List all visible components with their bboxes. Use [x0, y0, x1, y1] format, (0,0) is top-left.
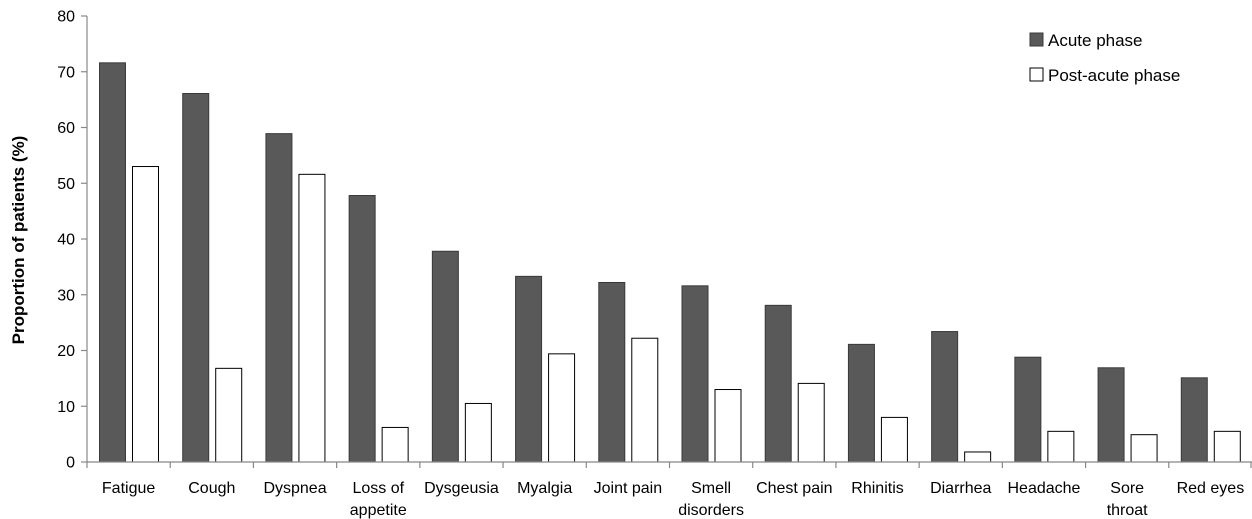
y-axis: 0 10 20 30 40 50 60 70 80	[57, 9, 88, 472]
bar-post-acute-phase	[215, 367, 243, 463]
y-tick-label: 30	[57, 287, 75, 304]
x-tick-label: Diarrhea	[930, 480, 991, 497]
bar-acute-phase	[598, 281, 626, 463]
bar-acute-phase	[1180, 377, 1208, 463]
y-tick-label: 80	[57, 9, 75, 26]
bar-acute-phase	[515, 275, 543, 463]
y-tick-label: 10	[57, 399, 75, 416]
bar-post-acute-phase	[1130, 434, 1158, 463]
bar-acute-phase	[847, 343, 875, 463]
bar-acute-phase	[764, 304, 792, 463]
bar-post-acute-phase	[548, 353, 576, 463]
bar-acute-phase	[1097, 367, 1125, 463]
x-tick-label: Rhinitis	[851, 480, 903, 497]
y-tick-label: 60	[57, 120, 75, 137]
legend-swatch-acute-phase	[1029, 32, 1044, 47]
x-tick-label: Red eyes	[1177, 480, 1245, 497]
bar-post-acute-phase	[1213, 430, 1241, 463]
bar-acute-phase	[99, 62, 126, 463]
bar-post-acute-phase	[298, 173, 326, 463]
x-tick-label: Dyspnea	[263, 480, 326, 497]
x-tick-label: Joint pain	[594, 480, 663, 497]
x-tick-label: Sore	[1110, 480, 1144, 497]
x-tick-label: Dysgeusia	[424, 480, 499, 497]
y-tick-label: 40	[57, 232, 75, 249]
bar-post-acute-phase	[631, 337, 659, 463]
x-tick-label: disorders	[678, 502, 744, 519]
bar-acute-phase	[931, 331, 959, 463]
x-tick-label: Chest pain	[756, 480, 833, 497]
bar-post-acute-phase	[464, 402, 492, 463]
x-tick-label: Smell	[691, 480, 731, 497]
legend: Acute phase Post-acute phase	[1029, 31, 1180, 85]
bar-post-acute-phase	[1047, 430, 1075, 463]
bar-acute-phase	[681, 285, 709, 463]
bar-post-acute-phase	[797, 382, 825, 463]
bar-post-acute-phase	[381, 426, 409, 463]
bars	[99, 62, 1241, 463]
bar-post-acute-phase	[714, 389, 742, 463]
x-tick-label: Myalgia	[517, 480, 572, 497]
x-tick-label: Fatigue	[102, 480, 155, 497]
y-tick-label: 0	[66, 455, 75, 472]
bar-acute-phase	[1014, 356, 1042, 463]
bar-post-acute-phase	[964, 451, 992, 463]
bar-acute-phase	[182, 92, 210, 463]
legend-swatch-post-acute-phase	[1029, 67, 1044, 82]
bar-acute-phase	[431, 250, 459, 463]
legend-label-post-acute-phase: Post-acute phase	[1048, 66, 1180, 85]
x-tick-label: throat	[1107, 502, 1148, 519]
y-tick-label: 70	[57, 64, 75, 81]
y-tick-label: 20	[57, 343, 75, 360]
legend-label-acute-phase: Acute phase	[1048, 31, 1143, 50]
y-tick-label: 50	[57, 176, 75, 193]
x-tick-label: Cough	[188, 480, 235, 497]
x-tick-label: Headache	[1007, 480, 1080, 497]
bar-post-acute-phase	[132, 166, 159, 463]
x-tick-label: appetite	[350, 502, 407, 519]
x-axis: Fatigue Cough Dyspnea Loss of appetite Dysgeu…	[86, 461, 1252, 519]
x-tick-label: Loss of	[352, 480, 404, 497]
bar-acute-phase	[348, 195, 376, 463]
bar-post-acute-phase	[880, 416, 908, 463]
y-axis-label: Proportion of patients (%)	[9, 136, 28, 345]
bar-acute-phase	[265, 133, 293, 463]
